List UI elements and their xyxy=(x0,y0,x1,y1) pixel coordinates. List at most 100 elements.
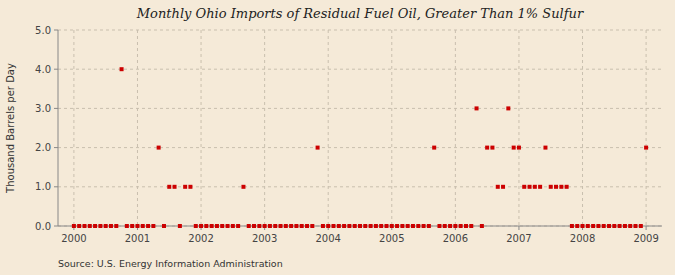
point xyxy=(135,224,139,228)
y-grid-line xyxy=(58,108,662,109)
point xyxy=(411,224,415,228)
point xyxy=(173,185,177,189)
x-grid-line xyxy=(455,30,456,226)
point xyxy=(120,67,124,71)
y-tick-label: 4.0 xyxy=(35,64,51,75)
point xyxy=(607,224,611,228)
point xyxy=(575,224,579,228)
point xyxy=(125,224,129,228)
point xyxy=(257,224,261,228)
point xyxy=(284,224,288,228)
point xyxy=(210,224,214,228)
chart: 0.01.02.03.04.05.02000200120022003200420… xyxy=(0,0,675,275)
point xyxy=(104,224,108,228)
point xyxy=(204,224,208,228)
point xyxy=(337,224,341,228)
x-tick-label: 2007 xyxy=(506,233,531,244)
x-tick-label: 2002 xyxy=(188,233,213,244)
point xyxy=(517,146,521,150)
point xyxy=(644,146,648,150)
background xyxy=(0,0,675,275)
point xyxy=(300,224,304,228)
point xyxy=(422,224,426,228)
point xyxy=(374,224,378,228)
point xyxy=(628,224,632,228)
point xyxy=(437,224,441,228)
point xyxy=(485,146,489,150)
x-grid-line xyxy=(137,30,138,226)
point xyxy=(342,224,346,228)
point xyxy=(263,224,267,228)
x-grid-line xyxy=(391,30,392,226)
x-tick-label: 2008 xyxy=(570,233,595,244)
y-tick-label: 1.0 xyxy=(35,181,51,192)
y-grid-line xyxy=(58,147,662,148)
y-grid-line xyxy=(58,186,662,187)
point xyxy=(586,224,590,228)
x-tick-label: 2004 xyxy=(315,233,340,244)
point xyxy=(443,224,447,228)
x-grid-line xyxy=(518,30,519,226)
x-grid-line xyxy=(582,30,583,226)
points xyxy=(72,67,648,228)
point xyxy=(188,185,192,189)
point xyxy=(633,224,637,228)
point xyxy=(236,224,240,228)
point xyxy=(141,224,145,228)
y-tick-label: 5.0 xyxy=(35,25,51,36)
point xyxy=(273,224,277,228)
point xyxy=(162,224,166,228)
point xyxy=(226,224,230,228)
point xyxy=(252,224,256,228)
x-tick xyxy=(646,226,647,230)
point xyxy=(83,224,87,228)
point xyxy=(395,224,399,228)
point xyxy=(453,224,457,228)
point xyxy=(591,224,595,228)
point xyxy=(151,224,155,228)
point xyxy=(93,224,97,228)
point xyxy=(432,146,436,150)
title: Monthly Ohio Imports of Residual Fuel Oi… xyxy=(136,6,584,21)
point xyxy=(331,224,335,228)
point xyxy=(231,224,235,228)
point xyxy=(618,224,622,228)
point xyxy=(199,224,203,228)
y-axis-label: Thousand Barrels per Day xyxy=(5,63,16,194)
point xyxy=(347,224,351,228)
x-grid-line xyxy=(73,30,74,226)
point xyxy=(496,185,500,189)
y-tick-label: 0.0 xyxy=(35,221,51,232)
point xyxy=(220,224,224,228)
x-tick-label: 2006 xyxy=(443,233,468,244)
point xyxy=(490,146,494,150)
point xyxy=(623,224,627,228)
point xyxy=(109,224,113,228)
x-tick xyxy=(518,226,519,230)
point xyxy=(612,224,616,228)
y-tick xyxy=(54,147,58,148)
point xyxy=(294,224,298,228)
y-axis-line xyxy=(58,30,59,226)
point xyxy=(469,224,473,228)
point xyxy=(538,185,542,189)
y-tick-label: 3.0 xyxy=(35,103,51,114)
point xyxy=(289,224,293,228)
point xyxy=(448,224,452,228)
y-tick xyxy=(54,186,58,187)
point xyxy=(543,146,547,150)
point xyxy=(475,106,479,110)
point xyxy=(549,185,553,189)
point xyxy=(268,224,272,228)
point xyxy=(310,224,314,228)
point xyxy=(353,224,357,228)
point xyxy=(400,224,404,228)
y-tick-label: 2.0 xyxy=(35,142,51,153)
point xyxy=(559,185,563,189)
x-tick-label: 2009 xyxy=(633,233,658,244)
point xyxy=(72,224,76,228)
point xyxy=(178,224,182,228)
x-grid-line xyxy=(201,30,202,226)
source-note: Source: U.S. Energy Information Administ… xyxy=(58,258,283,269)
y-grid-line xyxy=(58,69,662,70)
